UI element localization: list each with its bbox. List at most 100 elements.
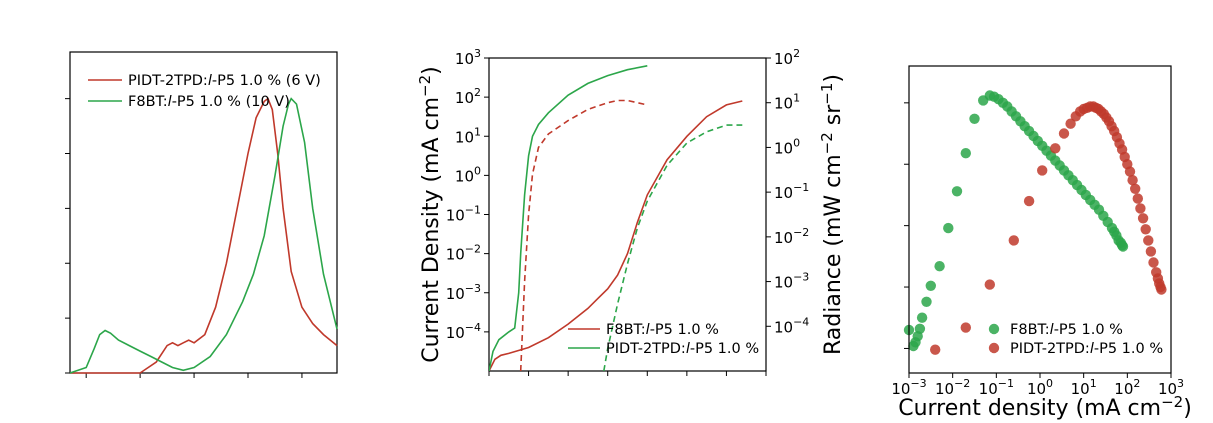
text-span: 10 xyxy=(446,324,465,342)
text-span: −4 xyxy=(793,315,809,328)
y-tick-label: 100 xyxy=(455,164,481,185)
text-span: ) xyxy=(1183,396,1192,421)
text-span: 10 xyxy=(774,95,793,113)
series-line xyxy=(519,99,648,371)
data-point xyxy=(1124,166,1136,177)
data-point xyxy=(1058,128,1070,139)
text-span: l xyxy=(1090,341,1094,357)
legend-label: PIDT-2TPD:l-P5 1.0 % xyxy=(1010,341,1163,357)
text-span: PIDT-2TPD: xyxy=(128,73,208,89)
series-line xyxy=(603,124,743,371)
data-point xyxy=(934,261,945,272)
text-span: −2 xyxy=(465,243,481,256)
text-span: 3 xyxy=(1177,377,1184,390)
text-span: -P5 1.0 % xyxy=(1054,322,1123,338)
data-point xyxy=(1143,235,1154,246)
text-span: 10 xyxy=(1071,380,1090,398)
legend-label: F8BT:l-P5 1.0 % (10 V) xyxy=(128,94,290,110)
text-span: 0 xyxy=(793,136,800,149)
y-right-tick-label: 100 xyxy=(774,136,800,157)
legend-label: PIDT-2TPD:l-P5 1.0 % (6 V) xyxy=(128,73,321,89)
text-span: 10 xyxy=(1027,380,1046,398)
data-point xyxy=(1117,241,1129,252)
text-span: 2 xyxy=(474,86,481,99)
x-tick-label: 100 xyxy=(1027,377,1053,398)
text-span: Current density (mA cm xyxy=(898,396,1161,421)
data-point xyxy=(1037,165,1048,176)
data-point xyxy=(930,344,941,355)
data-point xyxy=(925,280,936,291)
data-point xyxy=(1008,235,1019,246)
text-span: F8BT: xyxy=(1010,322,1050,338)
data-point xyxy=(969,113,980,125)
data-point xyxy=(960,148,971,159)
text-span: F8BT: xyxy=(128,94,168,110)
y-right-tick-label: 101 xyxy=(774,92,800,113)
y-right-tick-label: 10−1 xyxy=(774,181,809,202)
text-span: 1 xyxy=(474,125,481,138)
text-span: 1 xyxy=(1090,377,1097,390)
plot-frame xyxy=(69,51,338,374)
y-right-tick-label: 10−4 xyxy=(774,315,809,336)
text-span: 0 xyxy=(1046,377,1053,390)
text-span: 10 xyxy=(1114,380,1133,398)
text-span: l xyxy=(686,341,690,357)
text-span: Radiance (mW cm xyxy=(821,154,846,355)
text-span: Current Density (mA cm xyxy=(419,97,444,363)
text-span: sr xyxy=(821,104,846,132)
y-tick-label: 10−1 xyxy=(446,204,481,225)
text-span: 10 xyxy=(455,167,474,185)
text-span: PIDT-2TPD: xyxy=(606,341,686,357)
legend-label: F8BT:l-P5 1.0 % xyxy=(606,322,719,338)
text-span: −1 xyxy=(998,377,1014,390)
text-span: 10 xyxy=(774,184,793,202)
text-span: -P5 1.0 % xyxy=(650,322,719,338)
text-span: 10 xyxy=(774,274,793,292)
text-span: 10 xyxy=(455,128,474,146)
text-span: 10 xyxy=(455,89,474,107)
text-span: −3 xyxy=(465,282,481,295)
text-span: −2 xyxy=(416,75,434,97)
legend-label: F8BT:l-P5 1.0 % xyxy=(1010,322,1123,338)
data-point xyxy=(1127,175,1138,186)
y-tick-label: 103 xyxy=(455,47,481,68)
y-right-axis-label: Radiance (mW cm−2 sr−1) xyxy=(818,74,846,355)
panel-a: PIDT-2TPD:l-P5 1.0 % (6 V)F8BT:l-P5 1.0 … xyxy=(65,51,338,378)
text-span: 10 xyxy=(979,380,998,398)
data-point xyxy=(960,322,971,333)
data-point xyxy=(1132,193,1144,204)
text-span: −2 xyxy=(1161,393,1183,411)
data-point xyxy=(1065,118,1076,129)
series-line xyxy=(69,97,338,374)
x-tick-label: 101 xyxy=(1071,377,1097,398)
data-point xyxy=(916,312,928,323)
x-tick-label: 102 xyxy=(1114,377,1140,398)
text-span: −2 xyxy=(954,377,970,390)
text-span: 10 xyxy=(774,139,793,157)
text-span: −3 xyxy=(910,377,926,390)
x-tick-label: 10−2 xyxy=(935,377,970,398)
y-right-tick-label: 102 xyxy=(774,47,800,68)
text-span: 2 xyxy=(793,47,800,60)
plot-frame xyxy=(908,65,1172,374)
text-span: 10 xyxy=(446,246,465,264)
legend-marker xyxy=(988,342,1000,354)
text-span: -P5 1.0 % (6 V) xyxy=(212,73,321,89)
series-line xyxy=(70,97,338,374)
text-span: −1 xyxy=(818,83,836,105)
y-right-tick-label: 10−2 xyxy=(774,226,809,247)
data-point xyxy=(1156,284,1167,295)
text-span: 10 xyxy=(774,318,793,336)
x-tick-label: 10−1 xyxy=(979,377,1014,398)
text-span: −2 xyxy=(793,226,809,239)
legend-label: PIDT-2TPD:l-P5 1.0 % xyxy=(606,341,759,357)
text-span: 10 xyxy=(774,50,793,68)
data-point xyxy=(984,279,995,290)
data-point xyxy=(1130,183,1141,194)
text-span: l xyxy=(208,73,212,89)
y-axis-label: Current Density (mA cm−2) xyxy=(416,66,444,363)
text-span: 3 xyxy=(474,47,481,60)
series-line xyxy=(489,65,648,371)
text-span: 10 xyxy=(1158,380,1177,398)
